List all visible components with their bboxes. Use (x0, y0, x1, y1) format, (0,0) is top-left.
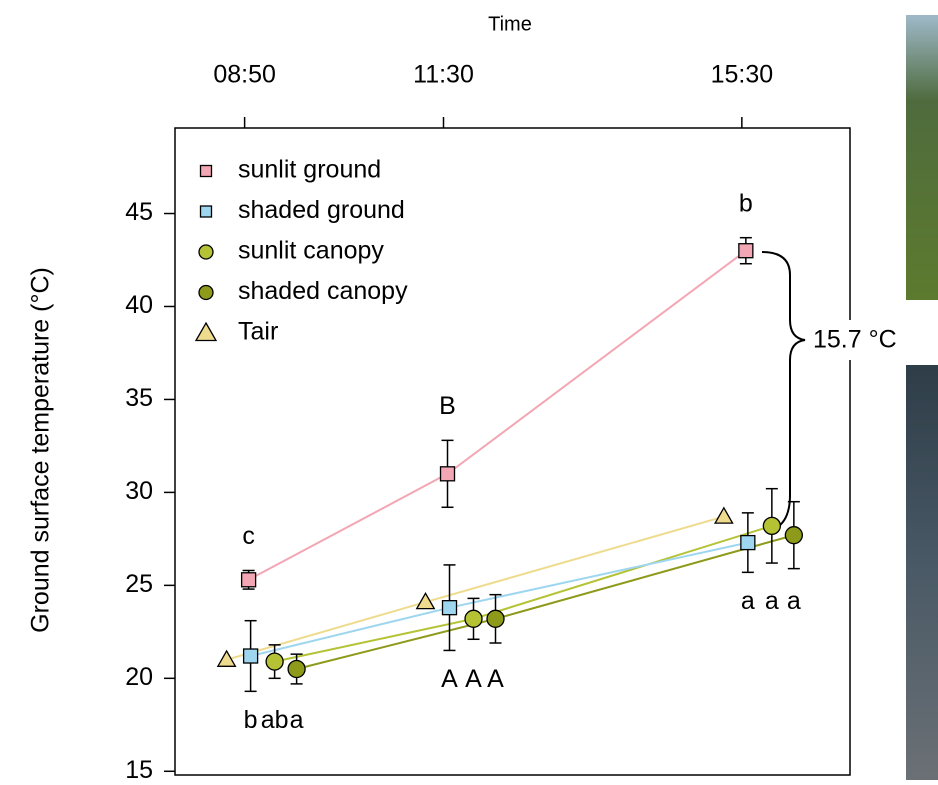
legend-label: sunlit canopy (238, 237, 384, 265)
series-line (250, 541, 749, 657)
y-tick-label: 35 (125, 384, 153, 412)
y-tick-label: 25 (125, 570, 153, 598)
annotation: 15.7 °C (813, 326, 897, 354)
point (287, 659, 306, 679)
photo-sunlit (906, 15, 938, 300)
significance-letter: a (290, 706, 304, 734)
significance-letter: a (765, 587, 779, 615)
photo-shaded (906, 365, 938, 780)
significance-letter: c (242, 522, 255, 550)
legend-label: sunlit ground (238, 156, 381, 184)
point (740, 534, 756, 551)
point (216, 649, 237, 667)
y-tick-label: 30 (125, 477, 153, 505)
point (762, 516, 782, 536)
point (242, 648, 259, 664)
significance-letter: a (787, 587, 801, 615)
y-tick-label: 45 (125, 198, 153, 226)
point (265, 652, 284, 671)
legend-marker (199, 205, 213, 218)
legend-marker (199, 164, 213, 178)
point (738, 243, 754, 259)
x-tick-label: 08:50 (213, 61, 276, 89)
y-axis-title: Ground surface temperature (°C) (27, 267, 55, 633)
point (464, 609, 483, 628)
point (441, 600, 458, 616)
y-tick-label: 20 (125, 663, 153, 691)
plot-frame (174, 127, 851, 776)
point (415, 592, 436, 610)
significance-letter: A (465, 665, 482, 693)
significance-letter: b (739, 189, 753, 217)
legend-marker (198, 284, 214, 301)
brace (761, 251, 806, 529)
legend-marker (198, 244, 214, 260)
annotation-bg (810, 320, 938, 360)
series-line (226, 515, 725, 661)
y-tick-label: 40 (125, 291, 153, 319)
significance-letter: b (244, 706, 258, 734)
legend-label: Tair (238, 318, 278, 346)
point (240, 572, 257, 588)
point (439, 466, 456, 482)
point (486, 609, 505, 628)
legend-label: shaded canopy (238, 277, 408, 305)
x-axis-title: Time (488, 13, 532, 35)
significance-letter: A (487, 665, 504, 693)
y-tick-label: 15 (125, 756, 153, 784)
significance-letter: B (439, 392, 456, 420)
x-tick-label: 15:30 (711, 61, 774, 89)
significance-letter: ab (261, 706, 289, 734)
significance-letter: A (441, 665, 458, 693)
x-tick-label: 11:30 (413, 61, 474, 89)
point (713, 506, 734, 524)
significance-letter: a (741, 587, 755, 615)
series-line (296, 534, 795, 670)
legend-marker (194, 321, 218, 342)
legend-label: shaded ground (238, 196, 405, 224)
series-line (274, 524, 773, 663)
point (784, 526, 804, 545)
